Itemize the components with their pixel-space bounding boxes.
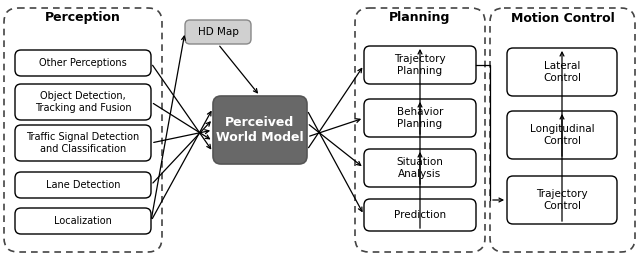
FancyBboxPatch shape	[15, 50, 151, 76]
Text: Behavior
Planning: Behavior Planning	[397, 107, 443, 129]
FancyBboxPatch shape	[15, 208, 151, 234]
FancyBboxPatch shape	[15, 172, 151, 198]
Text: Lateral
Control: Lateral Control	[543, 61, 581, 83]
FancyBboxPatch shape	[507, 111, 617, 159]
Text: Perceived
World Model: Perceived World Model	[216, 116, 304, 144]
FancyBboxPatch shape	[185, 20, 251, 44]
Text: HD Map: HD Map	[198, 27, 239, 37]
Text: Motion Control: Motion Control	[511, 12, 614, 25]
FancyBboxPatch shape	[15, 125, 151, 161]
Text: Lane Detection: Lane Detection	[45, 180, 120, 190]
FancyBboxPatch shape	[364, 149, 476, 187]
FancyBboxPatch shape	[364, 99, 476, 137]
FancyBboxPatch shape	[15, 84, 151, 120]
Text: Perception: Perception	[45, 12, 121, 25]
Text: Trajectory
Planning: Trajectory Planning	[394, 54, 446, 76]
Text: Object Detection,
Tracking and Fusion: Object Detection, Tracking and Fusion	[35, 91, 131, 113]
Text: Longitudinal
Control: Longitudinal Control	[530, 124, 595, 146]
FancyBboxPatch shape	[507, 48, 617, 96]
FancyBboxPatch shape	[213, 96, 307, 164]
FancyBboxPatch shape	[364, 199, 476, 231]
Text: Planning: Planning	[389, 12, 451, 25]
Text: Other Perceptions: Other Perceptions	[39, 58, 127, 68]
FancyBboxPatch shape	[507, 176, 617, 224]
Text: Localization: Localization	[54, 216, 112, 226]
FancyBboxPatch shape	[364, 46, 476, 84]
Text: Situation
Analysis: Situation Analysis	[397, 157, 444, 179]
Text: Traffic Signal Detection
and Classification: Traffic Signal Detection and Classificat…	[26, 132, 140, 154]
Text: Trajectory
Control: Trajectory Control	[536, 189, 588, 211]
Text: Prediction: Prediction	[394, 210, 446, 220]
